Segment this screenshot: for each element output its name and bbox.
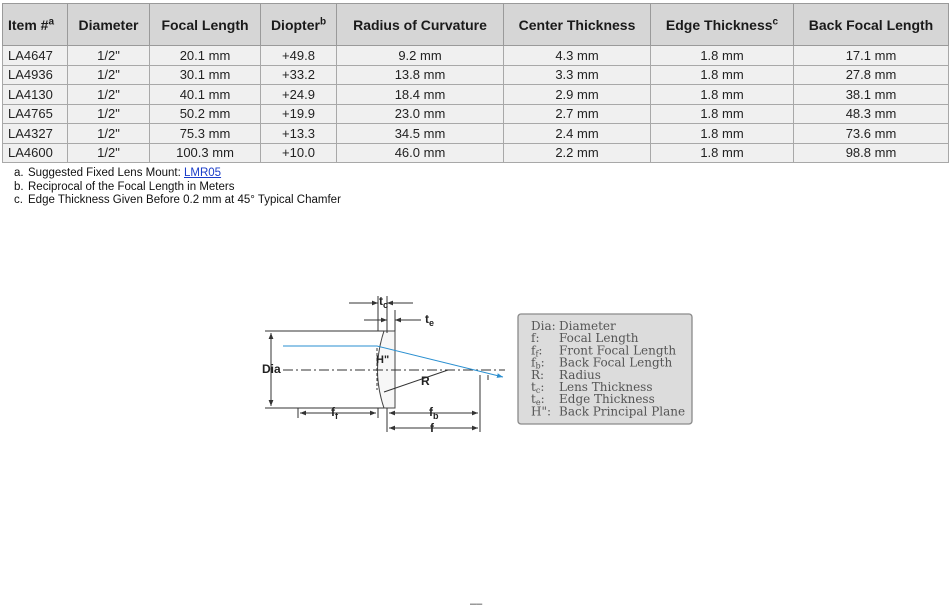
footnote-b: b. Reciprocal of the Focal Length in Mete… — [14, 181, 341, 195]
te-label: te — [425, 312, 434, 328]
diagram-legend: Dia: Diameter f: Focal Length ff: Front Focal… — [517, 313, 693, 425]
item-number-cell: LA4130 — [2, 84, 68, 105]
legend-key: fb: — [531, 356, 545, 371]
table-row: LA4647 1/2" 20.1 mm +49.8 9.2 mm 4.3 mm 1.8 mm… — [2, 45, 949, 66]
table-cell: 2.4 mm — [503, 123, 651, 144]
legend-value: Back Focal Length — [559, 356, 673, 370]
footnote-mark: a. — [14, 167, 24, 179]
footnote-text: Suggested Fixed Lens Mount: — [28, 167, 184, 179]
h-label: H" — [376, 354, 389, 366]
legend-value: Lens Thickness — [559, 380, 652, 394]
table-cell: +19.9 — [260, 103, 337, 124]
table-row: LA4765 1/2" 50.2 mm +19.9 23.0 mm 2.7 mm 1.8 m… — [2, 103, 949, 124]
table-cell: 1.8 mm — [650, 142, 794, 163]
legend-value: Edge Thickness — [559, 392, 655, 406]
legend-key: te: — [531, 392, 545, 407]
table-cell: 27.8 mm — [793, 64, 949, 85]
legend-key: tc: — [531, 380, 544, 395]
legend-key: H": — [531, 404, 551, 418]
table-cell: 1.8 mm — [650, 103, 794, 124]
r-label: R — [421, 374, 430, 388]
table-row: LA4600 1/2" 100.3 mm +10.0 46.0 mm 2.2 mm 1.8 … — [2, 142, 949, 163]
footnote-mark: c. — [14, 194, 23, 207]
table-cell: 9.2 mm — [336, 45, 504, 66]
item-number-cell: LA4765 — [2, 103, 68, 124]
table-cell: 1/2" — [67, 84, 150, 105]
dia-label: Dia — [262, 362, 281, 376]
column-header: Focal Length — [149, 3, 261, 46]
table-cell: +49.8 — [260, 45, 337, 66]
table-cell: 46.0 mm — [336, 142, 504, 163]
legend-value: Diameter — [559, 319, 616, 333]
f-label: f — [430, 421, 435, 435]
ff-label: ff — [331, 405, 339, 421]
footnote-c: c. Edge Thickness Given Before 0.2 mm at … — [14, 194, 341, 208]
legend-value: Back Principal Plane — [559, 404, 685, 418]
table-cell: +33.2 — [260, 64, 337, 85]
table-cell: 2.9 mm — [503, 84, 651, 105]
table-cell: 38.1 mm — [793, 84, 949, 105]
footnote-mark: b. — [14, 180, 24, 193]
table-cell: 100.3 mm — [149, 142, 261, 163]
table-cell: 1/2" — [67, 103, 150, 124]
legend-value: Front Focal Length — [559, 343, 676, 357]
table-cell: 4.3 mm — [503, 45, 651, 66]
table-cell: 2.7 mm — [503, 103, 651, 124]
page-footer-mark: –– — [470, 598, 483, 610]
lmr05-link[interactable]: LMR05 — [184, 167, 222, 179]
legend-key: ff: — [531, 343, 542, 358]
table-cell: 98.8 mm — [793, 142, 949, 163]
light-ray — [283, 345, 504, 378]
table-cell: 1.8 mm — [650, 64, 794, 85]
legend-value: Focal Length — [559, 331, 639, 345]
column-header: Radius of Curvature — [336, 3, 504, 46]
column-header: Item #a — [2, 3, 68, 46]
table-cell: 18.4 mm — [336, 84, 504, 105]
radius-line — [383, 369, 449, 393]
footnotes: a. Suggested Fixed Lens Mount: LMR05 b. Re… — [14, 167, 341, 208]
table-cell: 1/2" — [67, 45, 150, 66]
specs-table: Item #a Diameter Focal Length Diopterb Radiu… — [2, 3, 949, 163]
legend-value: Radius — [559, 368, 601, 382]
table-cell: 50.2 mm — [149, 103, 261, 124]
table-cell: 1/2" — [67, 123, 150, 144]
table-cell: 23.0 mm — [336, 103, 504, 124]
table-row: LA4327 1/2" 75.3 mm +13.3 34.5 mm 2.4 mm 1.8 m… — [2, 123, 949, 144]
column-header: Diopterb — [260, 3, 337, 46]
table-cell: 2.2 mm — [503, 142, 651, 163]
column-header: Center Thickness — [503, 3, 651, 46]
table-cell: 75.3 mm — [149, 123, 261, 144]
column-header: Edge Thicknessc — [650, 3, 794, 46]
legend-key: Dia: — [531, 319, 556, 333]
table-row: LA4130 1/2" 40.1 mm +24.9 18.4 mm 2.9 mm 1.8 m… — [2, 84, 949, 105]
column-header: Back Focal Length — [793, 3, 949, 46]
column-header: Diameter — [67, 3, 150, 46]
item-number-cell: LA4647 — [2, 45, 68, 66]
legend-key: R: — [531, 368, 544, 382]
table-cell: 1/2" — [67, 142, 150, 163]
footnote-text: Edge Thickness Given Before 0.2 mm at 45… — [28, 194, 341, 207]
table-cell: 20.1 mm — [149, 45, 261, 66]
table-cell: 17.1 mm — [793, 45, 949, 66]
table-cell: +10.0 — [260, 142, 337, 163]
table-cell: 48.3 mm — [793, 103, 949, 124]
item-number-cell: LA4327 — [2, 123, 68, 144]
footnote-a: a. Suggested Fixed Lens Mount: LMR05 — [14, 167, 341, 181]
table-header-row: Item #a Diameter Focal Length Diopterb Radiu… — [2, 3, 949, 46]
table-cell: 34.5 mm — [336, 123, 504, 144]
fb-label: fb — [429, 405, 439, 421]
table-cell: 40.1 mm — [149, 84, 261, 105]
table-body: LA4647 1/2" 20.1 mm +49.8 9.2 mm 4.3 mm 1.8 mm… — [2, 45, 949, 163]
item-number-cell: LA4936 — [2, 64, 68, 85]
table-cell: 3.3 mm — [503, 64, 651, 85]
item-number-cell: LA4600 — [2, 142, 68, 163]
table-cell: +13.3 — [260, 123, 337, 144]
table-row: LA4936 1/2" 30.1 mm +33.2 13.8 mm 3.3 mm 1.8 m… — [2, 64, 949, 85]
legend-key: f: — [531, 331, 539, 345]
footnote-text: Reciprocal of the Focal Length in Meters — [28, 180, 235, 193]
table-cell: 1.8 mm — [650, 123, 794, 144]
tc-label: tc — [379, 294, 388, 310]
